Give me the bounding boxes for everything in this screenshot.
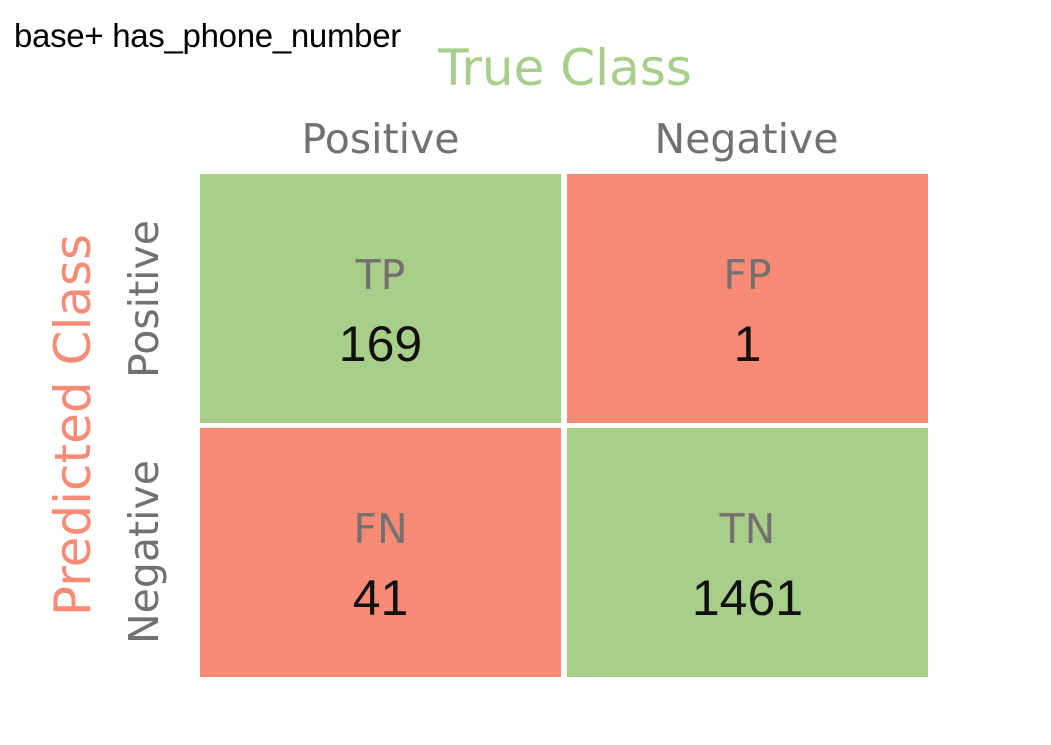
cell-abbreviation: TN bbox=[719, 505, 776, 553]
column-label-negative: Negative bbox=[654, 115, 839, 163]
cell-count: 1 bbox=[733, 316, 762, 372]
predicted-class-axis-title: Predicted Class bbox=[44, 233, 102, 617]
cell-abbreviation: TP bbox=[355, 251, 406, 299]
column-label-positive: Positive bbox=[301, 115, 460, 163]
cell-count: 41 bbox=[352, 570, 409, 626]
cell-count: 169 bbox=[338, 316, 423, 372]
cell-true-negative: TN 1461 bbox=[567, 428, 928, 677]
cell-false-negative: FN 41 bbox=[200, 428, 561, 677]
cell-true-positive: TP 169 bbox=[200, 174, 561, 423]
cell-abbreviation: FN bbox=[353, 505, 408, 553]
cell-count: 1461 bbox=[691, 570, 804, 626]
figure-caption: base+ has_phone_number bbox=[14, 17, 401, 54]
cell-abbreviation: FP bbox=[723, 251, 772, 299]
row-label-negative: Negative bbox=[120, 460, 168, 644]
cell-false-positive: FP 1 bbox=[567, 174, 928, 423]
true-class-axis-title: True Class bbox=[438, 39, 692, 97]
row-label-positive: Positive bbox=[120, 219, 168, 379]
